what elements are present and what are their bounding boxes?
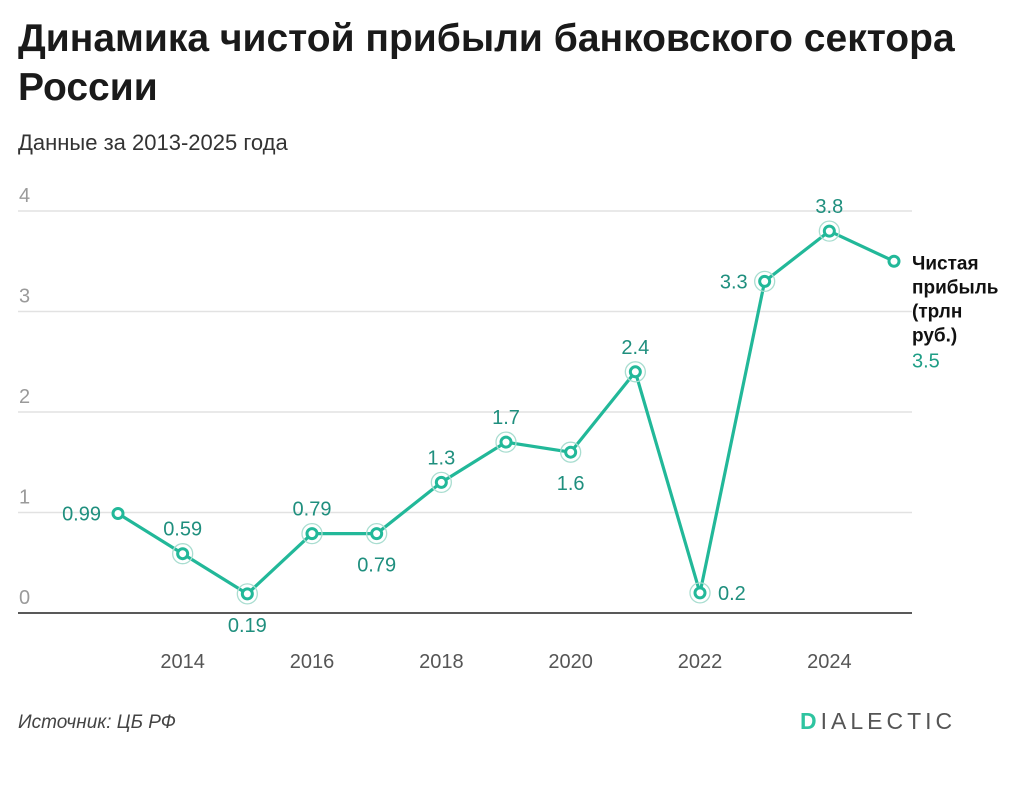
series-name-label: руб.) [912,325,957,346]
series-name-label: (трлн [912,301,962,322]
data-point [240,587,254,601]
x-tick-label: 2024 [807,651,852,673]
data-label: 3.3 [720,271,748,293]
data-point [887,254,901,268]
logo-text: IALECTIC [820,708,957,734]
series-last-value: 3.5 [912,350,940,372]
data-point [434,475,448,489]
data-label: 0.59 [163,519,202,541]
data-point [822,224,836,238]
x-tick-label: 2014 [160,651,205,673]
y-tick-label: 3 [19,286,30,308]
data-point-halo [495,431,517,453]
data-point [370,527,384,541]
series-name-label: Чистая [912,253,979,274]
data-label: 0.2 [718,583,746,605]
data-point-halo [624,361,646,383]
data-point-halo [430,471,452,494]
data-point [628,365,642,379]
x-tick-label: 2016 [290,651,335,673]
data-label: 0.99 [62,504,101,526]
data-point-halo [236,583,258,605]
y-tick-label: 0 [19,587,30,609]
data-label: 2.4 [621,337,649,359]
data-point-halo [366,522,388,545]
data-label: 1.7 [492,407,520,429]
chart-subtitle: Данные за 2013-2025 года [18,130,288,155]
data-label: 3.8 [815,196,843,218]
data-label: 0.19 [228,615,267,637]
x-tick-label: 2022 [678,651,723,673]
y-tick-label: 2 [19,386,30,408]
source-note: Источник: ЦБ РФ [18,712,176,733]
data-label: 0.79 [293,499,332,521]
logo-letter-d: D [800,708,821,734]
data-point [499,435,513,449]
data-label: 1.3 [427,447,455,469]
series-name-label: прибыль [912,277,998,298]
data-point [758,274,772,288]
data-point-halo [301,522,323,545]
data-point-halo [172,543,194,565]
data-point [176,547,190,561]
data-point [111,507,125,521]
data-label: 1.6 [557,473,585,495]
data-point [564,445,578,459]
data-point-halo [689,582,711,604]
data-point-halo [560,441,582,463]
x-tick-label: 2018 [419,651,464,673]
x-tick-label: 2020 [548,651,593,673]
dialectic-logo: DIALECTIC [800,708,956,735]
y-tick-label: 4 [19,185,30,207]
data-point [693,586,707,600]
chart-title: Динамика чистой прибыли банковского сект… [18,17,955,109]
data-label: 0.79 [357,555,396,577]
data-point-halo [754,270,776,293]
y-tick-label: 1 [19,487,30,509]
data-point [305,527,319,541]
data-point-halo [818,220,840,242]
